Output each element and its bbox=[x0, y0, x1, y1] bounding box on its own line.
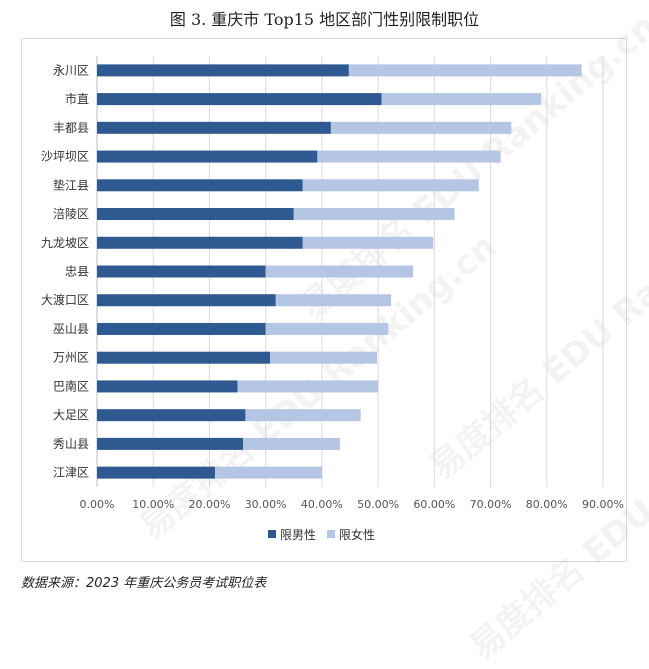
x-tick-label: 90.00% bbox=[582, 498, 624, 511]
x-tick-label: 20.00% bbox=[188, 498, 230, 511]
x-tick-label: 80.00% bbox=[526, 498, 568, 511]
y-tick-label: 巫山县 bbox=[53, 322, 89, 336]
bar-segment bbox=[97, 294, 276, 307]
x-tick-label: 0.00% bbox=[80, 498, 115, 511]
chart-title: 图 3. 重庆市 Top15 地区部门性别限制职位 bbox=[169, 10, 480, 29]
bar-segment bbox=[97, 121, 331, 134]
bar-segment bbox=[330, 121, 512, 134]
bar-segment bbox=[293, 208, 455, 221]
bar-segment bbox=[97, 437, 244, 450]
bar-segment bbox=[243, 437, 340, 450]
bar-segment bbox=[302, 179, 479, 192]
legend-label: 限女性 bbox=[339, 527, 375, 542]
legend-label: 限男性 bbox=[280, 528, 316, 542]
y-tick-label: 巴南区 bbox=[53, 378, 89, 393]
bar-segment bbox=[97, 380, 238, 393]
bar-segment bbox=[275, 294, 392, 307]
y-tick-label: 永川区 bbox=[53, 63, 89, 77]
data-source-note: 数据来源：2023 年重庆公务员考试职位表 bbox=[21, 576, 267, 591]
y-tick-label: 丰都县 bbox=[53, 121, 89, 135]
y-tick-label: 市直 bbox=[65, 91, 89, 106]
bar-segment bbox=[317, 150, 501, 163]
bar-segment bbox=[265, 265, 413, 278]
bar-segment bbox=[381, 93, 542, 106]
bar-segment bbox=[97, 208, 294, 221]
y-tick-label: 万州区 bbox=[53, 351, 89, 365]
bar-segment bbox=[215, 466, 322, 479]
y-tick-label: 江津区 bbox=[53, 466, 89, 480]
bar-segment bbox=[97, 179, 303, 192]
x-tick-label: 30.00% bbox=[245, 498, 287, 511]
bar-segment bbox=[97, 466, 216, 479]
x-tick-label: 60.00% bbox=[413, 498, 455, 511]
bar-segment bbox=[97, 409, 246, 422]
legend-swatch bbox=[268, 530, 276, 538]
bar-segment bbox=[348, 64, 582, 77]
x-tick-label: 10.00% bbox=[132, 498, 174, 511]
bar-segment bbox=[97, 150, 318, 163]
y-tick-label: 忠县 bbox=[65, 265, 89, 279]
y-tick-label: 秀山县 bbox=[53, 437, 89, 451]
y-tick-label: 垫江县 bbox=[53, 177, 89, 192]
bar-segment bbox=[97, 351, 271, 364]
y-tick-label: 九龙坡区 bbox=[41, 236, 89, 250]
y-tick-label: 沙坪坝区 bbox=[41, 150, 89, 164]
bar-segment bbox=[237, 380, 379, 393]
bar-segment bbox=[97, 236, 303, 249]
x-tick-label: 70.00% bbox=[470, 498, 512, 511]
bar-segment bbox=[97, 265, 266, 278]
bar-segment bbox=[97, 64, 349, 77]
stacked-bar-chart: 0.00% 10.00% 20.00% 30.00% 40.00% 50.00% 60.00… bbox=[41, 56, 624, 542]
chart-frame bbox=[21, 38, 627, 562]
bar-segment bbox=[265, 322, 389, 335]
bar-segment bbox=[270, 351, 377, 364]
bar-segment bbox=[302, 236, 434, 249]
x-tick-label: 40.00% bbox=[301, 498, 343, 511]
bar-segment bbox=[97, 322, 266, 335]
x-tick-label: 50.00% bbox=[357, 498, 399, 511]
bar-segment bbox=[245, 409, 361, 422]
y-tick-label: 涪陵区 bbox=[53, 206, 89, 221]
y-tick-label: 大足区 bbox=[53, 408, 89, 422]
bar-segment bbox=[97, 93, 382, 106]
legend-swatch bbox=[327, 530, 335, 538]
y-tick-label: 大渡口区 bbox=[41, 292, 89, 307]
